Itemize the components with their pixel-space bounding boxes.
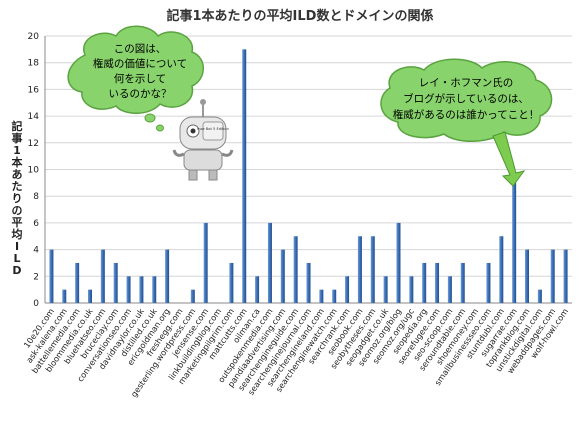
answer-callout-line: 権威があるのは誰かってこと！ <box>393 108 539 121</box>
bar <box>229 262 234 303</box>
cloud-shape <box>67 25 204 114</box>
robot-badge-text: moz Bot 5 Edition <box>197 127 229 131</box>
y-axis-label-char: 本 <box>12 155 23 169</box>
bar <box>152 276 157 303</box>
bar <box>422 262 427 303</box>
bar <box>203 222 208 303</box>
cloud-shape <box>380 58 553 142</box>
bar <box>126 276 131 303</box>
answer-callout-line: レイ・ホフマン氏の <box>419 77 514 89</box>
bar <box>139 276 144 303</box>
bar <box>512 182 517 303</box>
bar <box>345 276 350 303</box>
bar <box>293 236 298 303</box>
question-callout-line: いるのかな？ <box>109 88 172 100</box>
bar <box>499 236 504 303</box>
bar <box>87 289 92 303</box>
y-axis-label-char: 記 <box>12 119 23 133</box>
thought-bubble <box>144 113 156 123</box>
question-callout-line: この図は、 <box>114 43 167 55</box>
y-axis-label-char: の <box>12 204 23 217</box>
bar <box>409 276 414 303</box>
bar <box>165 249 170 303</box>
y-tick-label: 0 <box>33 299 39 309</box>
y-tick-label: 12 <box>28 139 39 149</box>
bar <box>396 222 401 303</box>
y-tick-label: 6 <box>33 219 39 229</box>
bar <box>49 249 54 303</box>
bar <box>319 289 324 303</box>
robot-badge <box>202 121 224 141</box>
y-axis-label-char: I <box>15 240 19 253</box>
question-callout-line: 権威の価値について <box>93 57 187 70</box>
bar <box>75 262 80 303</box>
y-axis-label-char: あ <box>12 168 23 181</box>
bar <box>525 249 530 303</box>
y-tick-label: 18 <box>28 59 40 69</box>
bar <box>537 289 542 303</box>
bar <box>190 289 195 303</box>
robot-mascot: moz Bot 5 Edition <box>172 99 234 181</box>
y-tick-label: 16 <box>28 85 40 95</box>
y-tick-label: 4 <box>33 246 39 256</box>
thought-bubble <box>156 124 164 132</box>
bar <box>383 276 388 303</box>
bar <box>306 262 311 303</box>
bar <box>255 276 260 303</box>
bar <box>267 222 272 303</box>
y-axis-label-char: L <box>13 252 20 265</box>
bar <box>486 262 491 303</box>
y-tick-label: 14 <box>28 112 40 122</box>
y-axis-label-char: D <box>12 264 21 277</box>
y-axis-label-char: 事 <box>12 131 23 145</box>
bar <box>100 249 105 303</box>
bar <box>370 236 375 303</box>
bar <box>357 236 362 303</box>
y-axis-label-char: り <box>12 192 23 205</box>
bar <box>62 289 67 303</box>
bar <box>550 249 555 303</box>
y-tick-label: 2 <box>33 272 39 282</box>
bar <box>113 262 118 303</box>
y-axis-label-char: 平 <box>12 216 23 229</box>
bar <box>280 249 285 303</box>
plot-area: 0246810121416182010e20.comask-kalena.com… <box>22 32 572 399</box>
y-axis-label-char: た <box>12 180 23 193</box>
bar <box>460 262 465 303</box>
bar <box>242 49 247 303</box>
bar <box>435 262 440 303</box>
bar <box>332 289 337 303</box>
y-axis-label: 記事1本あたりの平均ILD <box>12 119 23 277</box>
answer-callout-line: ブログが示しているのは、 <box>403 92 529 105</box>
y-axis-label-char: 1 <box>13 144 21 157</box>
y-axis-label-char: 均 <box>12 227 23 241</box>
chart-title: 記事1本あたりの平均ILD数とドメインの関係 <box>167 8 434 24</box>
arrow-shape <box>492 131 526 187</box>
y-tick-label: 20 <box>28 32 40 42</box>
bar <box>447 276 452 303</box>
y-tick-label: 8 <box>33 192 39 202</box>
pointer-arrow <box>492 131 526 187</box>
robot-body <box>183 149 223 171</box>
bar <box>563 249 568 303</box>
question-callout-line: 何を示して <box>114 72 166 85</box>
y-tick-label: 10 <box>28 166 40 176</box>
